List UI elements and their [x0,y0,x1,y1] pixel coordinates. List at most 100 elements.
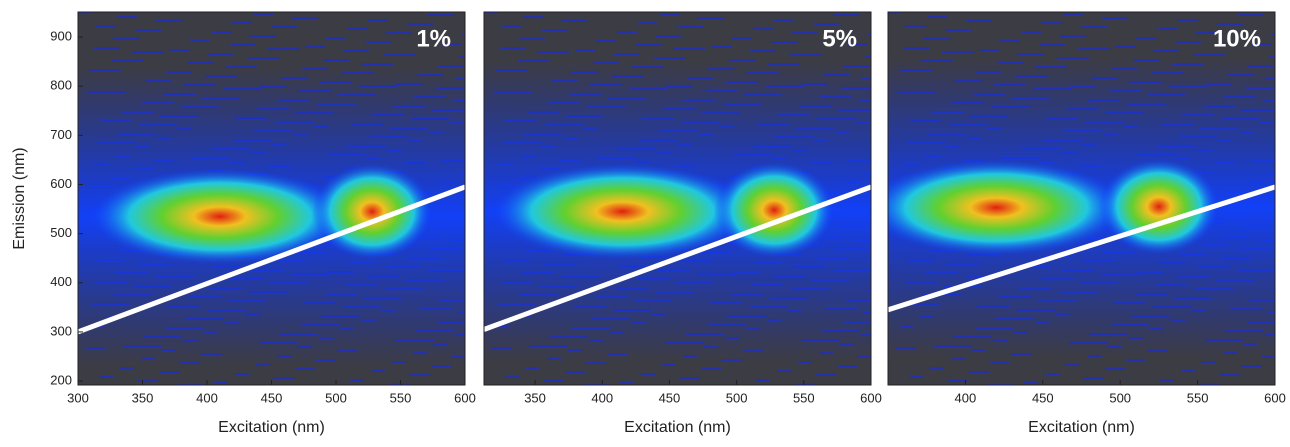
noise [190,40,210,42]
noise [386,32,412,34]
noise [169,49,189,51]
noise [235,373,249,375]
panel: 350 400 450 500 550 600 5% Excitation (nm) [483,11,882,436]
noise [1102,17,1128,19]
x-tick-label: 300 [67,390,89,405]
scatter-line [888,184,1275,313]
noise [517,60,549,62]
plot-area [888,12,1275,385]
noise [945,29,971,31]
noise [586,362,606,364]
noise [653,57,685,59]
panel: 300 350 400 450 500 550 600 200 300 400 500 600 700 8… [11,11,476,436]
noise [771,41,797,43]
noise [1060,35,1086,37]
noise [1193,54,1225,56]
noise [662,364,676,366]
noise [117,16,137,18]
noise [795,383,815,385]
noise [620,382,634,384]
noise [979,49,999,51]
noise [948,380,968,382]
noise [942,51,974,53]
noise [1042,22,1062,24]
noise [135,29,161,31]
noise [208,53,234,55]
peak [1098,158,1219,255]
y-tick-label: 200 [50,373,72,388]
x-tick-label: 400 [591,390,613,405]
noise [927,16,947,18]
noise [888,12,902,14]
x-tick-label: 600 [454,390,476,405]
noise [1136,37,1156,39]
x-tick-label: 550 [793,390,815,405]
noise [253,13,273,15]
noise [1024,382,1038,384]
noise [865,56,871,58]
peak [888,159,1127,256]
noise [659,13,679,15]
noise [951,358,965,360]
noise [1066,364,1080,366]
noise [323,59,349,61]
x-tick-label: 350 [524,390,546,405]
y-tick-label: 900 [50,29,72,44]
peak [312,163,433,260]
noise [305,46,325,48]
noise [774,19,794,21]
noise [1084,377,1104,379]
x-tick-label: 450 [261,390,283,405]
noise [777,370,791,372]
noise [250,35,276,37]
noise [232,22,252,24]
x-tick-label: 350 [132,390,154,405]
noise [837,365,857,367]
x-axis-label: Excitation (nm) [218,419,325,436]
noise [459,56,465,58]
noise [214,382,228,384]
noise [371,370,385,372]
noise [789,54,821,56]
noise [111,60,143,62]
noise [698,17,724,19]
x-tick-label: 400 [196,390,218,405]
noise [1269,56,1275,58]
noise [1000,40,1020,42]
noise [389,383,409,385]
noise [1018,53,1044,55]
noise [729,59,755,61]
noise [365,41,391,43]
x-tick-label: 450 [659,390,681,405]
noise [274,377,294,379]
noise [753,28,773,30]
noise [211,31,231,33]
noise [1272,34,1275,36]
noise [362,63,394,65]
x-tick-label: 500 [325,390,347,405]
noise [656,35,682,37]
noise [924,38,950,40]
y-tick-label: 600 [50,176,72,191]
noise [271,26,297,28]
plot-area [484,12,871,385]
noise [638,22,658,24]
noise [868,34,871,36]
panel: 400 450 500 550 600 10% Excitation (nm) [887,11,1286,436]
noise [1274,268,1275,270]
noise [834,14,860,16]
y-tick-label: 800 [50,78,72,93]
noise [93,47,119,49]
noise [292,17,318,19]
x-tick-label: 600 [1264,390,1286,405]
noise [295,368,315,370]
noise [565,371,585,373]
noise [969,371,989,373]
noise [1126,359,1146,361]
noise [438,65,464,67]
noise [1078,48,1110,50]
noise [428,14,454,16]
noise [1045,373,1059,375]
noise [523,16,543,18]
noise [229,44,255,46]
